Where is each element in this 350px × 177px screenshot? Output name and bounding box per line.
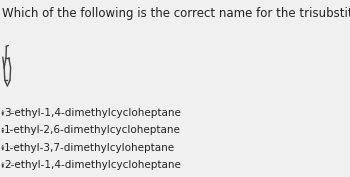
Text: 1-ethyl-3,7-dimethylcyloheptane: 1-ethyl-3,7-dimethylcyloheptane — [4, 143, 175, 153]
Text: Which of the following is the correct name for the trisubstituted cycloheptane r: Which of the following is the correct na… — [2, 7, 350, 20]
Text: 3-ethyl-1,4-dimethylcycloheptane: 3-ethyl-1,4-dimethylcycloheptane — [4, 108, 181, 118]
Text: 1-ethyl-2,6-dimethylcycloheptane: 1-ethyl-2,6-dimethylcycloheptane — [4, 125, 181, 135]
Text: 2-ethyl-1,4-dimethylcycloheptane: 2-ethyl-1,4-dimethylcycloheptane — [4, 160, 181, 170]
